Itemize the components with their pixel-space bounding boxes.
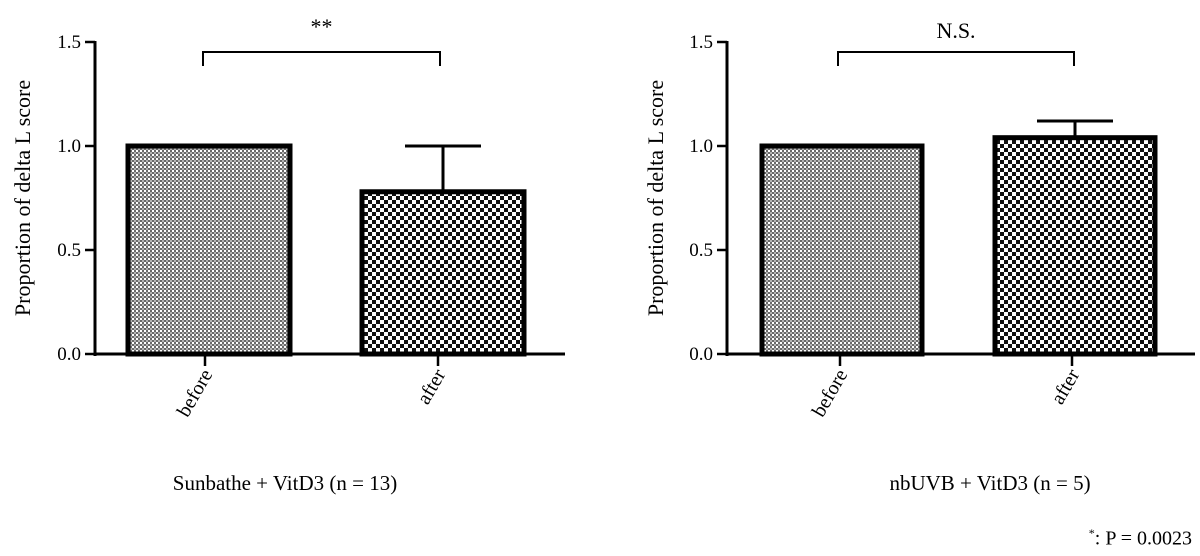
- category-label-before: before: [808, 365, 853, 420]
- chart-panel-left: 0.0 0.5 1.0 1.5 before after Proportion of del…: [10, 14, 565, 495]
- panel-caption: nbUVB + VitD3 (n = 5): [889, 471, 1090, 495]
- bar-before: [759, 143, 925, 357]
- chart-panel-right: 0.0 0.5 1.0 1.5 before after Proportion of del…: [643, 18, 1195, 495]
- y-tick-label: 0.5: [57, 240, 81, 261]
- footnote-text: : P = 0.0023: [1094, 527, 1192, 550]
- significance-bracket: [202, 51, 441, 66]
- y-tick-label: 0.0: [57, 344, 81, 365]
- category-label-before: before: [173, 365, 218, 420]
- significance-label: N.S.: [936, 18, 975, 43]
- category-label-after: after: [1047, 365, 1085, 408]
- y-tick-label: 1.0: [57, 136, 81, 157]
- y-tick-label: 0.0: [689, 344, 713, 365]
- y-tick-label: 1.0: [689, 136, 713, 157]
- y-tick-label: 1.5: [689, 32, 713, 53]
- y-tick-label: 0.5: [689, 240, 713, 261]
- footnote: *: P = 0.0023: [992, 526, 1192, 554]
- significance-label: **: [311, 14, 333, 39]
- significance-bracket: [837, 51, 1075, 66]
- panel-caption: Sunbathe + VitD3 (n = 13): [173, 471, 397, 495]
- y-axis-title: Proportion of delta L score: [10, 80, 35, 316]
- y-axis-title: Proportion of delta L score: [643, 80, 668, 316]
- bar-before: [125, 143, 293, 357]
- footnote-marker: *: [1088, 526, 1095, 540]
- category-label-after: after: [413, 365, 451, 408]
- bar-after: [992, 135, 1158, 357]
- y-tick-label: 1.5: [57, 32, 81, 53]
- bar-after: [359, 189, 527, 357]
